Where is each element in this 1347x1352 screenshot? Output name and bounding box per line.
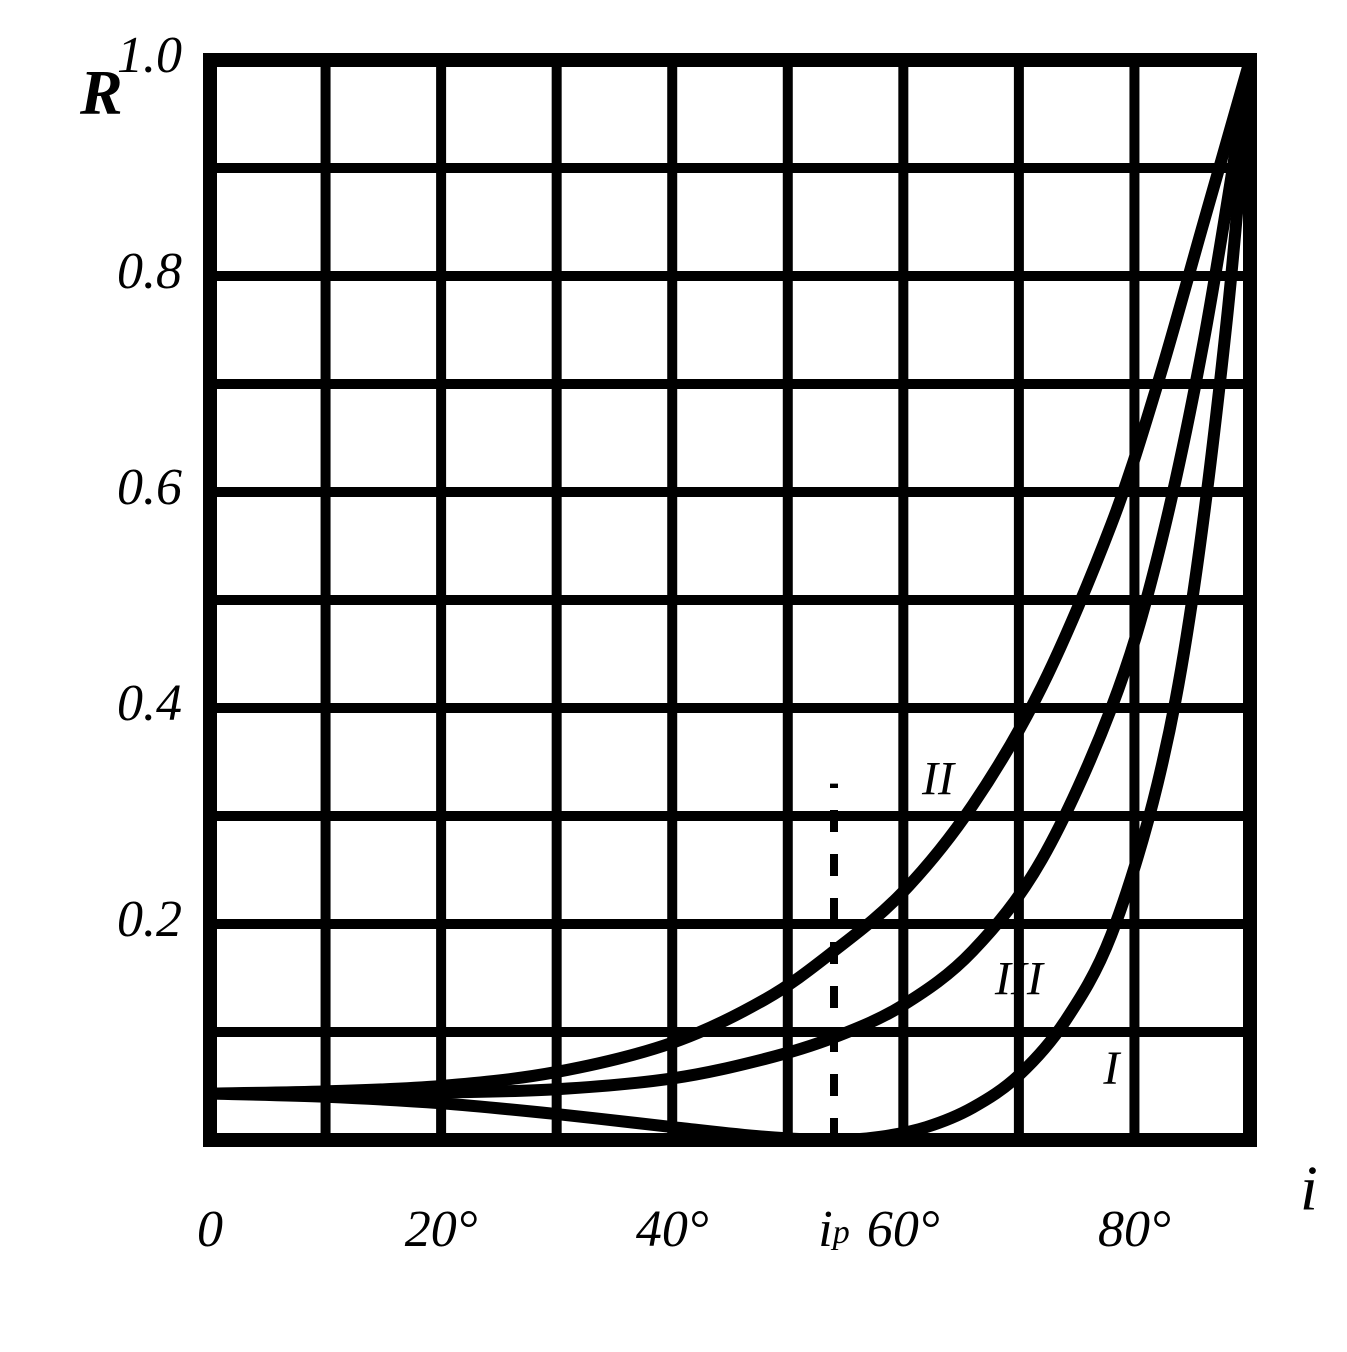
x-tick-label: 80° (1098, 1201, 1171, 1258)
y-tick-label: 0.2 (117, 891, 182, 948)
reflectance-chart: IIIIII0.20.40.60.81.0020°40°60°80°ipRi (0, 0, 1347, 1352)
y-tick-label: 0.6 (117, 459, 182, 516)
chart-svg: IIIIII0.20.40.60.81.0020°40°60°80°ipRi (0, 0, 1347, 1352)
curve-label-II: II (921, 753, 956, 806)
x-tick-label: 40° (636, 1201, 709, 1258)
x-axis-title: i (1300, 1153, 1318, 1224)
y-axis-title: R (79, 57, 123, 128)
curve-label-I: I (1102, 1042, 1121, 1095)
x-tick-label: 0 (197, 1201, 223, 1258)
y-tick-label: 0.8 (117, 243, 182, 300)
curve-label-III: III (994, 952, 1045, 1005)
x-tick-label: 60° (867, 1201, 940, 1258)
y-tick-label: 0.4 (117, 675, 182, 732)
y-tick-label: 1.0 (117, 27, 182, 84)
x-tick-label: 20° (405, 1201, 478, 1258)
